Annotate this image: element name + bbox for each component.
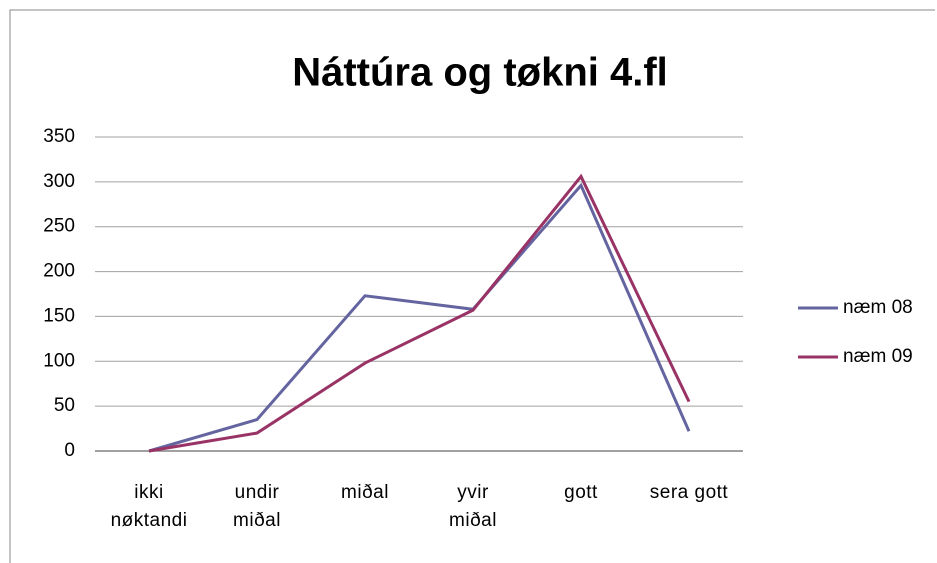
series-line bbox=[148, 182, 691, 453]
x-tick-label: yvir miðal bbox=[449, 482, 497, 531]
chart-frame bbox=[9, 9, 935, 563]
x-tick-label: ikki nøktandi bbox=[110, 482, 188, 531]
y-tick-label: 350 bbox=[43, 126, 75, 147]
x-tick-label: miðal bbox=[341, 482, 389, 503]
y-tick-label: 0 bbox=[64, 440, 75, 461]
x-tick-label: sera gott bbox=[649, 482, 729, 503]
y-tick-label: 300 bbox=[43, 171, 75, 192]
legend-label: næm 09 bbox=[843, 346, 913, 367]
y-tick-label: 200 bbox=[43, 261, 75, 282]
y-tick-label: 100 bbox=[43, 350, 75, 371]
x-tick-label: gott bbox=[564, 482, 598, 503]
chart-title: Náttúra og tøkni 4.fl bbox=[292, 51, 668, 95]
series-line bbox=[148, 173, 691, 453]
legend-label: næm 08 bbox=[843, 297, 913, 318]
x-tick-label: undir miðal bbox=[233, 482, 281, 531]
y-tick-label: 50 bbox=[54, 395, 75, 416]
y-tick-label: 250 bbox=[43, 216, 75, 237]
y-tick-label: 150 bbox=[43, 305, 75, 326]
